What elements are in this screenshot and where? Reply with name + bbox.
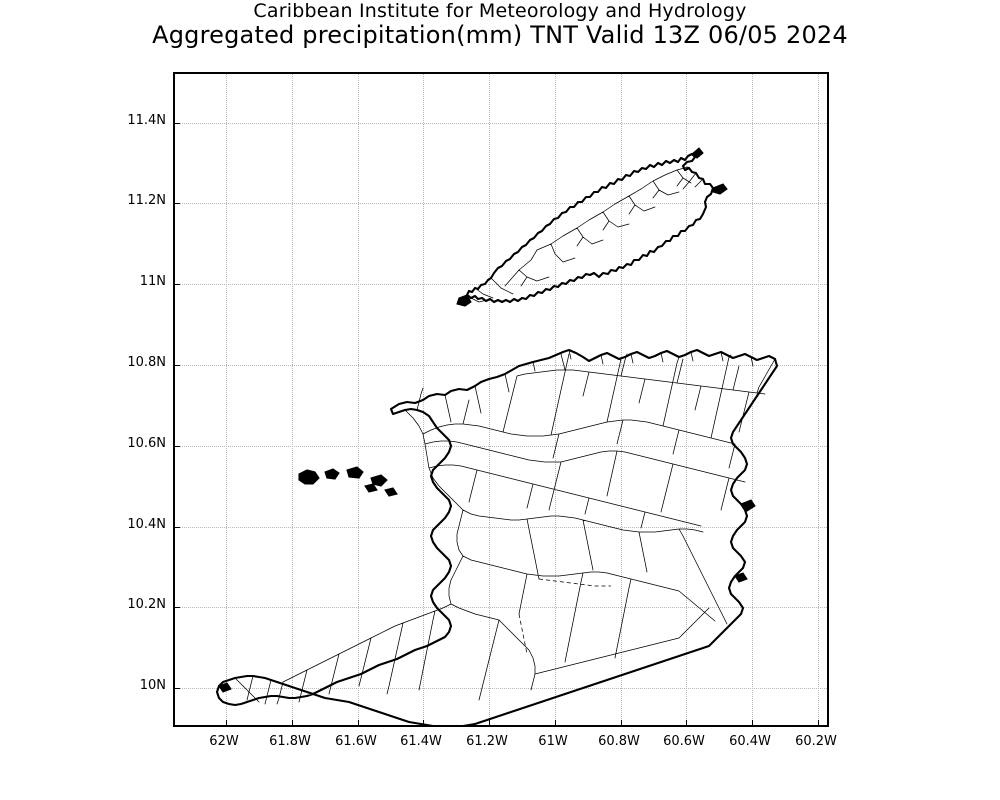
bocas-small-islet-b xyxy=(384,487,398,497)
gridline-v-62w xyxy=(226,74,227,725)
ytick-10.8n xyxy=(174,365,180,366)
map-geometry xyxy=(215,147,779,725)
east-coast-islet-b xyxy=(734,572,748,583)
tobago-admin-boundaries xyxy=(470,166,704,303)
xtick-label-62w: 62W xyxy=(209,734,239,749)
xtick-label-60.8w: 60.8W xyxy=(598,734,640,749)
gridline-h-11.2n xyxy=(175,203,827,204)
huevos-islet xyxy=(324,468,340,480)
gridline-v-60.2w xyxy=(818,74,819,725)
gridline-h-11n xyxy=(175,284,827,285)
tobago-little-tobago-islet xyxy=(712,183,728,195)
ytick-11n xyxy=(174,284,180,285)
gridline-v-60.6w xyxy=(686,74,687,725)
xtick-61.2w xyxy=(489,720,490,726)
xtick-60.2w xyxy=(818,720,819,726)
xtick-61.8w xyxy=(292,720,293,726)
trinidad-admin-boundaries xyxy=(234,349,776,705)
tobago-ne-point-islet xyxy=(691,147,704,159)
gaspar-grande-islet xyxy=(370,474,388,487)
xtick-label-60.2w: 60.2W xyxy=(795,734,837,749)
gridline-h-10n xyxy=(175,688,827,689)
bocas-small-islet-a xyxy=(364,483,378,493)
gridline-h-10.4n xyxy=(175,527,827,528)
xtick-62w xyxy=(226,720,227,726)
xtick-60.6w xyxy=(686,720,687,726)
xtick-60.4w xyxy=(752,720,753,726)
ytick-label-11n: 11N xyxy=(139,274,166,289)
xtick-label-61.2w: 61.2W xyxy=(466,734,508,749)
gridline-h-10.6n xyxy=(175,446,827,447)
ytick-10.6n xyxy=(174,446,180,447)
gridline-v-61.2w xyxy=(489,74,490,725)
gridline-v-61w xyxy=(555,74,556,725)
product-title: Aggregated precipitation(mm) TNT Valid 1… xyxy=(152,21,848,49)
trinidad-dashed-boundary-2 xyxy=(518,613,528,655)
ytick-label-11.4n: 11.4N xyxy=(127,113,166,128)
xtick-label-61.4w: 61.4W xyxy=(400,734,442,749)
tobago-coastline xyxy=(465,152,715,304)
xtick-label-61.8w: 61.8W xyxy=(269,734,311,749)
gridline-h-10.8n xyxy=(175,365,827,366)
tobago-sw-tip-islet xyxy=(456,294,472,307)
ytick-label-10.2n: 10.2N xyxy=(127,597,166,612)
ytick-10.2n xyxy=(174,607,180,608)
xtick-label-60.4w: 60.4W xyxy=(729,734,771,749)
ytick-10.4n xyxy=(174,527,180,528)
xtick-60.8w xyxy=(621,720,622,726)
institute-title: Caribbean Institute for Meteorology and … xyxy=(253,0,747,22)
ytick-11.2n xyxy=(174,203,180,204)
soldado-islet xyxy=(218,682,232,693)
ytick-label-10.4n: 10.4N xyxy=(127,517,166,532)
map-plot-area xyxy=(175,74,827,725)
title-block: Caribbean Institute for Meteorology and … xyxy=(0,0,1000,49)
ytick-11.4n xyxy=(174,123,180,124)
map-plot-frame xyxy=(173,72,829,727)
gridline-v-61.8w xyxy=(292,74,293,725)
xtick-label-61.6w: 61.6W xyxy=(335,734,377,749)
trinidad-coastline xyxy=(215,348,779,725)
xtick-61.6w xyxy=(358,720,359,726)
ytick-10n xyxy=(174,688,180,689)
gridline-v-61.6w xyxy=(358,74,359,725)
trinidad-dashed-boundary xyxy=(538,578,611,587)
trinidad-island xyxy=(215,348,779,725)
ytick-label-10n: 10N xyxy=(139,678,166,693)
ytick-label-10.6n: 10.6N xyxy=(127,436,166,451)
monos-islet xyxy=(346,466,364,479)
gridline-v-60.4w xyxy=(752,74,753,725)
ytick-label-10.8n: 10.8N xyxy=(127,355,166,370)
east-coast-islet-a xyxy=(740,499,756,512)
gridline-h-11.4n xyxy=(175,123,827,124)
gridline-v-60.8w xyxy=(621,74,622,725)
xtick-label-61w: 61W xyxy=(538,734,568,749)
xtick-61.4w xyxy=(423,720,424,726)
tobago-island xyxy=(456,147,728,307)
gridline-h-10.2n xyxy=(175,607,827,608)
chacachacare-islet xyxy=(298,469,320,485)
xtick-61w xyxy=(555,720,556,726)
ytick-label-11.2n: 11.2N xyxy=(127,193,166,208)
xtick-label-60.6w: 60.6W xyxy=(663,734,705,749)
